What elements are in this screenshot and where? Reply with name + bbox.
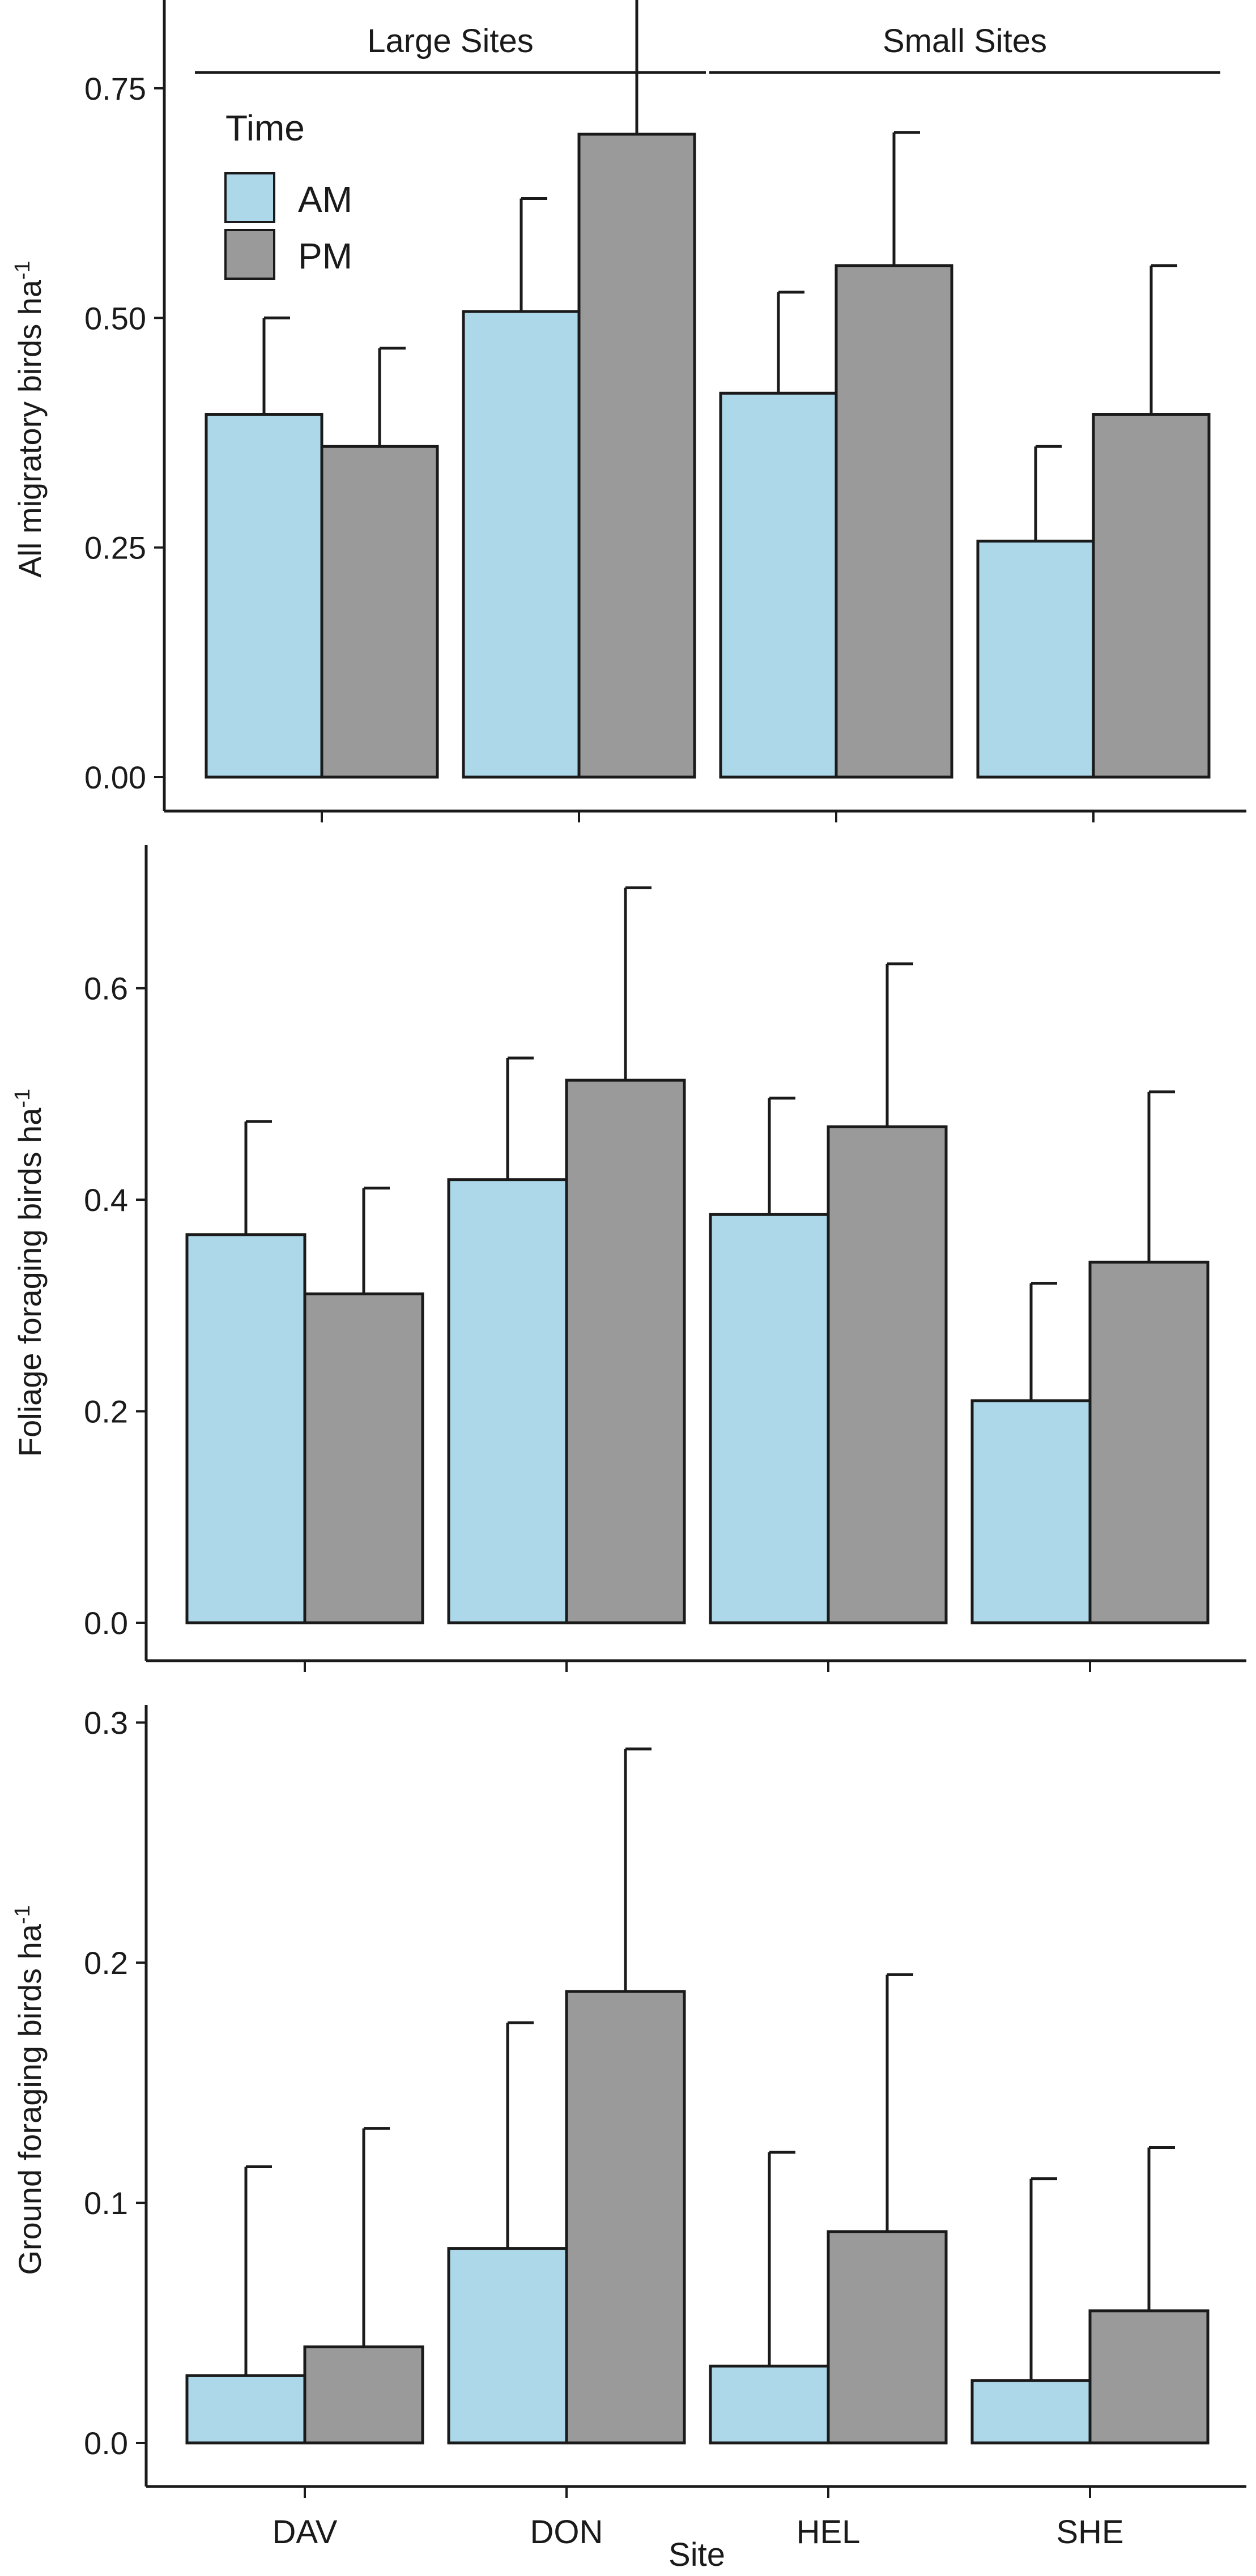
y-axis-title-text: Ground foraging birds ha: [12, 1924, 48, 2275]
bar-am-dav: [185, 2374, 306, 2445]
legend-swatch-am: [224, 172, 275, 223]
y-tick-label: 0.4: [84, 1182, 128, 1218]
legend-swatch-pm: [224, 229, 275, 280]
y-tick-label: 0.25: [84, 530, 146, 566]
y-tick-label: 0.2: [84, 1394, 128, 1430]
bar-am-she: [970, 2379, 1092, 2445]
bar-pm-don: [565, 1078, 686, 1624]
bar-am-don: [447, 1178, 568, 1624]
y-axis-title-text: Foliage foraging birds ha: [12, 1107, 48, 1457]
bar-pm-don: [565, 1990, 686, 2445]
bar-pm-dav: [320, 445, 439, 779]
x-tick-label: DON: [530, 2514, 603, 2551]
chart-panel-1: 0.00 0.25 0.50 0.75 All migratory birds ha-1…: [11, 0, 1246, 822]
y-tick-label: 0.3: [84, 1705, 128, 1741]
bar-am-don: [462, 310, 581, 779]
y-tick-label: 0.2: [84, 1945, 128, 1981]
group-label: Large Sites: [367, 23, 533, 59]
bar-am-don: [447, 2247, 568, 2445]
bar-pm-don: [577, 133, 696, 779]
y-axis-title-superscript: -1: [11, 1905, 35, 1924]
bar-am-hel: [709, 1213, 830, 1624]
bar-pm-hel: [827, 2230, 948, 2445]
bar-pm-hel: [835, 264, 953, 779]
y-tick-label: 0.0: [84, 1605, 128, 1641]
y-axis-title: All migratory birds ha-1: [11, 261, 48, 578]
bar-am-she: [970, 1399, 1092, 1624]
chart-panel-2: 0.0 0.2 0.4 0.6 Foliage foraging birds ha-1: [11, 845, 1246, 1672]
legend: Time AM PM: [224, 108, 352, 280]
y-tick-label: 0.00: [84, 760, 146, 795]
y-axis-title-text: All migratory birds ha: [12, 279, 48, 578]
bar-am-hel: [709, 2364, 830, 2445]
y-axis-title: Ground foraging birds ha-1: [11, 1905, 48, 2275]
x-axis-title: Site: [669, 2536, 725, 2573]
bar-am-dav: [185, 1233, 306, 1624]
x-tick-label: DAV: [273, 2514, 338, 2551]
bar-pm-she: [1092, 413, 1211, 779]
bar-pm-hel: [827, 1125, 948, 1624]
bar-am-she: [976, 539, 1095, 779]
y-tick-label: 0.0: [84, 2425, 128, 2461]
legend-title: Time: [225, 108, 305, 148]
bar-am-hel: [719, 391, 838, 779]
bar-pm-dav: [303, 2345, 424, 2445]
bar-pm-she: [1088, 2309, 1210, 2445]
x-tick-label: SHE: [1056, 2514, 1123, 2551]
y-axis-title-superscript: -1: [11, 1089, 35, 1108]
bar-pm-dav: [303, 1292, 424, 1624]
chart-panel-3: 0.0 0.1 0.2 0.3 Ground foraging birds ha-1 DA…: [11, 1705, 1246, 2573]
bar-pm-she: [1088, 1260, 1210, 1624]
legend-label-am: AM: [298, 179, 352, 220]
y-tick-label: 0.6: [84, 971, 128, 1006]
y-axis-title-superscript: -1: [11, 261, 35, 280]
y-tick-label: 0.1: [84, 2185, 128, 2221]
y-axis-title: Foliage foraging birds ha-1: [11, 1089, 48, 1457]
bar-am-dav: [205, 413, 323, 779]
y-tick-label: 0.50: [84, 300, 146, 336]
legend-label-pm: PM: [298, 236, 352, 276]
x-tick-label: HEL: [797, 2514, 861, 2551]
y-tick-label: 0.75: [84, 71, 146, 106]
group-label: Small Sites: [883, 23, 1047, 59]
